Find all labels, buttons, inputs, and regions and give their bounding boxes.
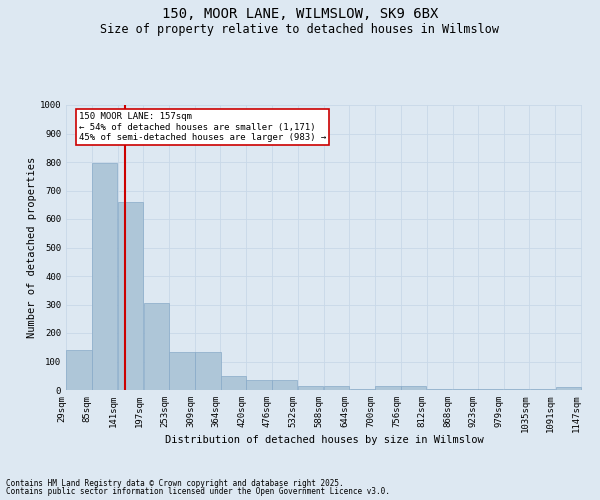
Bar bbox=[92, 164, 118, 390]
Bar bbox=[530, 388, 555, 390]
Bar bbox=[66, 350, 92, 390]
X-axis label: Distribution of detached houses by size in Wilmslow: Distribution of detached houses by size … bbox=[164, 436, 484, 446]
Text: 150, MOOR LANE, WILMSLOW, SK9 6BX: 150, MOOR LANE, WILMSLOW, SK9 6BX bbox=[162, 8, 438, 22]
Text: Size of property relative to detached houses in Wilmslow: Size of property relative to detached ho… bbox=[101, 22, 499, 36]
Y-axis label: Number of detached properties: Number of detached properties bbox=[27, 157, 37, 338]
Bar bbox=[247, 380, 272, 390]
Bar bbox=[478, 388, 503, 390]
Bar bbox=[118, 202, 143, 390]
Bar bbox=[324, 386, 349, 390]
Bar bbox=[401, 386, 427, 390]
Bar bbox=[376, 386, 401, 390]
Bar bbox=[221, 376, 246, 390]
Text: Contains HM Land Registry data © Crown copyright and database right 2025.: Contains HM Land Registry data © Crown c… bbox=[6, 478, 344, 488]
Bar bbox=[504, 388, 529, 390]
Text: 150 MOOR LANE: 157sqm
← 54% of detached houses are smaller (1,171)
45% of semi-d: 150 MOOR LANE: 157sqm ← 54% of detached … bbox=[79, 112, 326, 142]
Bar bbox=[298, 386, 323, 390]
Bar bbox=[143, 303, 169, 390]
Bar bbox=[453, 388, 478, 390]
Text: Contains public sector information licensed under the Open Government Licence v3: Contains public sector information licen… bbox=[6, 487, 390, 496]
Bar bbox=[169, 352, 195, 390]
Bar bbox=[350, 388, 375, 390]
Bar bbox=[195, 352, 221, 390]
Bar bbox=[272, 380, 298, 390]
Bar bbox=[556, 387, 581, 390]
Bar bbox=[427, 388, 452, 390]
